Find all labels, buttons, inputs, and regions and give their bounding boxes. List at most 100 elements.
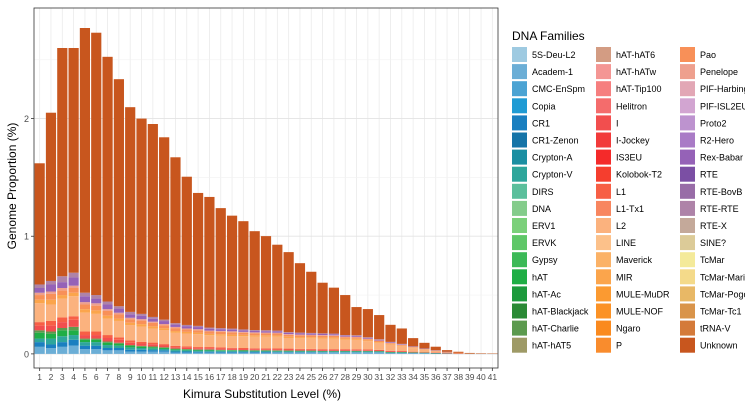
bar-segment bbox=[272, 351, 282, 352]
bar-segment bbox=[148, 124, 158, 317]
bar-segment bbox=[136, 342, 146, 344]
bar-segment bbox=[385, 351, 395, 352]
legend-label: hAT-Tip100 bbox=[616, 84, 662, 94]
bar-segment bbox=[261, 236, 271, 330]
bar-segment bbox=[57, 288, 67, 290]
bar-segment bbox=[216, 336, 226, 348]
bar-segment bbox=[250, 330, 260, 331]
bar-segment bbox=[80, 313, 90, 332]
bar-segment bbox=[148, 352, 158, 354]
legend-swatch bbox=[512, 321, 527, 336]
bar-segment bbox=[91, 349, 101, 354]
bar-segment bbox=[295, 352, 305, 353]
legend-swatch bbox=[512, 81, 527, 96]
x-tick-label: 38 bbox=[454, 372, 464, 382]
legend-label: ERV1 bbox=[532, 221, 555, 231]
legend-swatch bbox=[512, 150, 527, 165]
legend-swatch bbox=[596, 304, 611, 319]
bar-segment bbox=[397, 345, 407, 346]
x-tick-label: 41 bbox=[488, 372, 498, 382]
legend-label: hAT-hATw bbox=[616, 67, 657, 77]
bar-segment bbox=[35, 293, 45, 295]
bar-segment bbox=[385, 352, 395, 353]
bar-segment bbox=[148, 348, 158, 350]
x-tick-label: 15 bbox=[193, 372, 203, 382]
y-tick-label: 0 bbox=[24, 349, 29, 359]
legend-swatch bbox=[596, 64, 611, 79]
bar-segment bbox=[329, 336, 339, 338]
bar-segment bbox=[431, 351, 441, 353]
x-tick-label: 7 bbox=[105, 372, 110, 382]
bar-segment bbox=[397, 346, 407, 347]
bar-segment bbox=[91, 306, 101, 311]
bar-segment bbox=[374, 315, 384, 339]
bar-segment bbox=[250, 351, 260, 352]
bar-segment bbox=[69, 296, 79, 316]
legend-title: DNA Families bbox=[512, 29, 585, 43]
y-axis-label: Genome Proportion (%) bbox=[5, 123, 19, 250]
bar-segment bbox=[340, 349, 350, 350]
legend-label: CR1 bbox=[532, 118, 550, 128]
bar-segment bbox=[204, 348, 214, 349]
bar-segment bbox=[159, 324, 169, 325]
bar-segment bbox=[261, 351, 271, 352]
legend-label: P bbox=[616, 341, 622, 351]
legend-label: MULE-NOF bbox=[616, 307, 664, 317]
bar-segment bbox=[102, 348, 112, 350]
bar-segment bbox=[148, 323, 158, 327]
bar-segment bbox=[397, 328, 407, 343]
legend-swatch bbox=[596, 150, 611, 165]
bar-segment bbox=[340, 340, 350, 349]
bar-segment bbox=[170, 349, 180, 350]
bar-segment bbox=[148, 350, 158, 351]
bar-segment bbox=[125, 347, 135, 349]
bar-segment bbox=[216, 347, 226, 348]
legend-swatch bbox=[680, 81, 695, 96]
bar-segment bbox=[35, 300, 45, 304]
bar-segment bbox=[295, 350, 305, 351]
bar-segment bbox=[114, 350, 124, 354]
bar-segment bbox=[227, 351, 237, 352]
bar-segment bbox=[261, 335, 271, 336]
x-tick-label: 34 bbox=[408, 372, 418, 382]
bar-segment bbox=[91, 303, 101, 305]
bar-segment bbox=[57, 336, 67, 342]
legend-label: TcMar bbox=[700, 255, 725, 265]
bar-segment bbox=[351, 336, 361, 337]
bar-segment bbox=[193, 326, 203, 327]
bar-segment bbox=[374, 342, 384, 343]
bar-segment bbox=[216, 351, 226, 352]
bar-segment bbox=[159, 350, 169, 351]
bar-segment bbox=[227, 348, 237, 349]
bar-segment bbox=[91, 332, 101, 336]
bar-segment bbox=[465, 353, 475, 354]
bar-segment bbox=[80, 28, 90, 293]
bar-segment bbox=[250, 333, 260, 335]
legend-label: SINE? bbox=[700, 238, 726, 248]
bar-segment bbox=[250, 335, 260, 336]
bar-segment bbox=[295, 335, 305, 336]
bar-segment bbox=[284, 350, 294, 351]
bar-segment bbox=[114, 343, 124, 344]
x-tick-label: 23 bbox=[284, 372, 294, 382]
bar-segment bbox=[306, 272, 316, 333]
bar-segment bbox=[272, 331, 282, 332]
bar-segment bbox=[69, 286, 79, 288]
bar-segment bbox=[227, 329, 237, 330]
bar-segment bbox=[385, 343, 395, 344]
legend-swatch bbox=[680, 133, 695, 148]
bar-segment bbox=[69, 335, 79, 340]
bar-segment bbox=[238, 350, 248, 351]
bar-segment bbox=[170, 331, 180, 333]
bar-segment bbox=[102, 335, 112, 338]
legend-swatch bbox=[596, 167, 611, 182]
bar-segment bbox=[261, 353, 271, 354]
bar-segment bbox=[408, 348, 418, 352]
bar-segment bbox=[419, 350, 429, 352]
legend-swatch bbox=[680, 218, 695, 233]
bar-segment bbox=[385, 342, 395, 343]
bar-segment bbox=[238, 352, 248, 353]
bar-segment bbox=[125, 340, 135, 342]
bar-segment bbox=[272, 335, 282, 336]
